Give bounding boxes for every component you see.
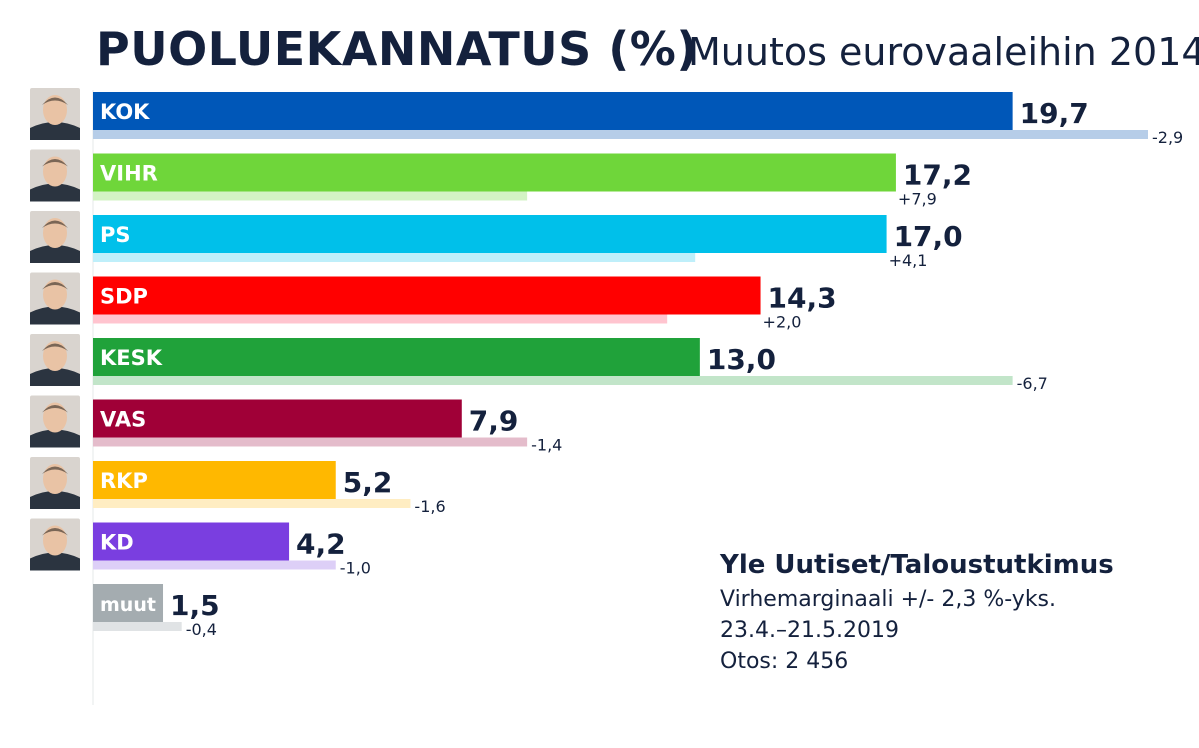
- source-block: Yle Uutiset/Taloustutkimus Virhemarginaa…: [720, 550, 1114, 677]
- bar-row-sdp: SDP 14,3+2,0: [93, 276, 837, 332]
- value-label-vihr: 17,2: [903, 159, 972, 192]
- bar-row-kd: KD 4,2-1,0: [93, 522, 371, 578]
- value-label-kd: 4,2: [296, 528, 346, 561]
- category-label-kd: KD: [100, 531, 134, 555]
- prev-bar-muut: [93, 622, 182, 631]
- bars-group: KOK 19,7 -2,9 VIHR 17,2+7,9 PS 17,0+4,1 SDP 14,3…: [93, 92, 1183, 639]
- portrait-shoulders: [30, 122, 80, 140]
- bar-kesk: [93, 338, 700, 376]
- change-label-kd: -1,0: [340, 559, 371, 578]
- portrait-hair: [42, 97, 68, 105]
- portrait-shoulders: [30, 183, 80, 202]
- error-margin-text: Virhemarginaali +/- 2,3 %-yks.: [720, 587, 1057, 612]
- portrait-vihr-icon: [30, 149, 80, 202]
- prev-bar-kesk: [93, 376, 1013, 385]
- portraits-group: [30, 88, 80, 571]
- value-label-ps: 17,0: [894, 220, 963, 253]
- bar-row-vihr: VIHR 17,2+7,9: [93, 153, 972, 209]
- bar-row-muut: muut 1,5-0,4: [93, 584, 220, 639]
- bar-sdp: [93, 276, 761, 315]
- bar-row-rkp: RKP 5,2 -1,6: [93, 461, 446, 516]
- portrait-ps-icon: [30, 211, 80, 263]
- bar-ps: [93, 215, 887, 253]
- change-label-vas: -1,4: [531, 436, 562, 455]
- portrait-face: [43, 525, 67, 556]
- prev-bar-kok: [93, 130, 1148, 139]
- category-label-vas: VAS: [100, 408, 146, 432]
- category-label-kok: KOK: [100, 100, 150, 124]
- change-label-vihr: +7,9: [898, 190, 937, 209]
- portrait-hair: [42, 159, 68, 167]
- portrait-hair: [42, 220, 68, 228]
- prev-bar-sdp: [93, 314, 668, 324]
- portrait-shoulders: [30, 368, 80, 386]
- change-label-rkp: -1,6: [414, 497, 445, 516]
- portrait-face: [43, 218, 67, 248]
- portrait-shoulders: [30, 491, 80, 509]
- portrait-sdp-icon: [30, 272, 80, 325]
- category-label-muut: muut: [100, 594, 156, 616]
- prev-bar-kd: [93, 560, 336, 570]
- bar-muut: [93, 584, 164, 622]
- portrait-hair: [42, 343, 68, 351]
- prev-bar-ps: [93, 253, 696, 262]
- value-label-kesk: 13,0: [707, 343, 776, 376]
- portrait-hair: [42, 528, 68, 536]
- change-label-kesk: -6,7: [1017, 374, 1048, 393]
- value-label-rkp: 5,2: [343, 466, 393, 499]
- portrait-hair: [42, 466, 68, 474]
- category-label-sdp: SDP: [100, 285, 148, 309]
- portrait-face: [43, 464, 67, 494]
- bar-kok: [93, 92, 1013, 130]
- category-label-kesk: KESK: [100, 346, 163, 370]
- portrait-face: [43, 95, 67, 125]
- value-label-muut: 1,5: [170, 589, 220, 622]
- portrait-vas-icon: [30, 395, 80, 448]
- value-label-vas: 7,9: [469, 405, 519, 438]
- change-label-muut: -0,4: [186, 620, 217, 639]
- portrait-hair: [42, 405, 68, 413]
- value-label-sdp: 14,3: [768, 282, 837, 315]
- prev-bar-vihr: [93, 191, 528, 201]
- bar-row-kesk: KESK 13,0 -6,7: [93, 338, 1048, 393]
- bar-row-ps: PS 17,0+4,1: [93, 215, 963, 270]
- bar-vihr: [93, 153, 896, 192]
- portrait-kok-icon: [30, 88, 80, 140]
- portrait-face: [43, 402, 67, 433]
- portrait-shoulders: [30, 429, 80, 448]
- chart-subtitle: Muutos eurovaaleihin 2014: [688, 30, 1199, 74]
- bar-rkp: [93, 461, 336, 499]
- survey-period-text: 23.4.–21.5.2019: [720, 618, 899, 643]
- portrait-hair: [42, 282, 68, 290]
- portrait-face: [43, 156, 67, 187]
- portrait-shoulders: [30, 245, 80, 263]
- portrait-kesk-icon: [30, 334, 80, 386]
- portrait-shoulders: [30, 552, 80, 571]
- change-label-ps: +4,1: [889, 251, 928, 270]
- category-label-rkp: RKP: [100, 469, 148, 493]
- chart-title: PUOLUEKANNATUS (%): [96, 22, 698, 76]
- sample-size-text: Otos: 2 456: [720, 649, 849, 674]
- bar-kd: [93, 522, 290, 561]
- portrait-shoulders: [30, 306, 80, 325]
- portrait-kd-icon: [30, 518, 80, 571]
- category-label-vihr: VIHR: [100, 162, 158, 186]
- bar-row-kok: KOK 19,7 -2,9: [93, 92, 1183, 147]
- portrait-face: [43, 279, 67, 310]
- prev-bar-vas: [93, 437, 528, 447]
- portrait-face: [43, 341, 67, 371]
- prev-bar-rkp: [93, 499, 411, 508]
- bar-vas: [93, 399, 462, 438]
- category-label-ps: PS: [100, 223, 131, 247]
- bar-row-vas: VAS 7,9 -1,4: [93, 399, 562, 455]
- change-label-sdp: +2,0: [763, 313, 802, 332]
- value-label-kok: 19,7: [1020, 97, 1089, 130]
- source-title: Yle Uutiset/Taloustutkimus: [720, 550, 1114, 580]
- portrait-rkp-icon: [30, 457, 80, 509]
- change-label-kok: -2,9: [1152, 128, 1183, 147]
